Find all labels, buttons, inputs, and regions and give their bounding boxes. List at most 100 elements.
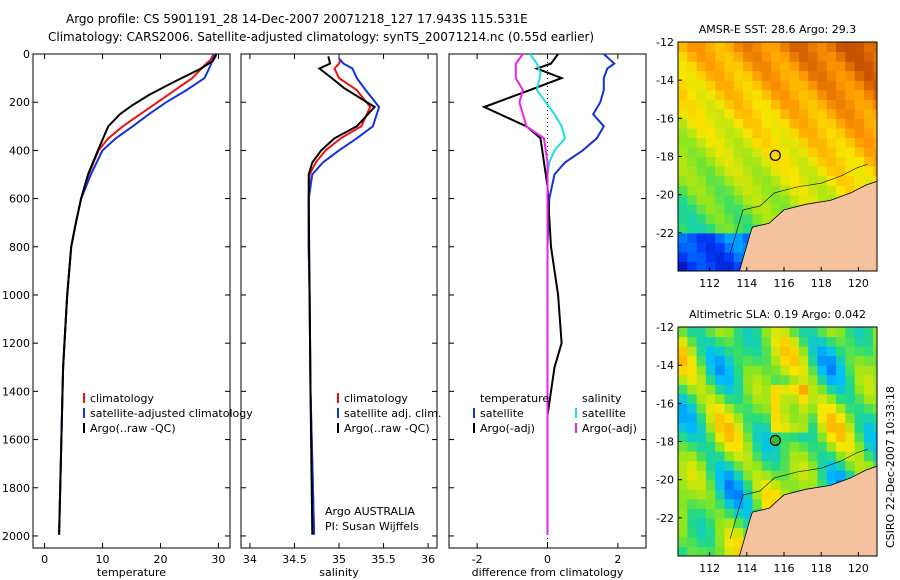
map-cell bbox=[715, 242, 726, 253]
map-cell bbox=[836, 412, 846, 424]
map-cell bbox=[789, 336, 800, 347]
map-cell bbox=[780, 166, 791, 177]
map-cell bbox=[854, 374, 865, 385]
map-cell bbox=[780, 451, 791, 462]
map-cell bbox=[733, 498, 744, 509]
map-cell bbox=[733, 441, 744, 452]
map-cell bbox=[873, 61, 877, 72]
map-cell bbox=[752, 146, 763, 158]
map-cell bbox=[733, 517, 744, 528]
map-cell bbox=[798, 355, 809, 366]
map-cell bbox=[696, 517, 707, 528]
map-cell bbox=[715, 99, 726, 110]
map-cell bbox=[678, 99, 688, 110]
map-cell bbox=[696, 470, 707, 481]
map-cell bbox=[863, 422, 874, 433]
map-cell bbox=[724, 166, 735, 177]
map-cell bbox=[678, 460, 688, 471]
map-cell bbox=[873, 422, 877, 433]
legend-difference-2: Argo(-adj) bbox=[480, 422, 535, 435]
map-cell bbox=[705, 51, 716, 62]
map-cell bbox=[733, 508, 744, 519]
map-cell bbox=[873, 80, 877, 91]
map-cell bbox=[724, 242, 735, 253]
map-cell bbox=[836, 51, 846, 62]
map-cell bbox=[724, 89, 735, 100]
map-cell bbox=[715, 431, 726, 443]
map-cell bbox=[733, 261, 744, 271]
map-cell bbox=[687, 536, 698, 548]
map-cell bbox=[863, 61, 874, 72]
map-cell bbox=[770, 451, 781, 462]
map-x-tick-label: 116 bbox=[774, 562, 795, 575]
map-cell bbox=[845, 185, 856, 196]
map-cell bbox=[761, 422, 772, 433]
map-cell bbox=[687, 422, 698, 433]
map-cell bbox=[854, 127, 865, 139]
map-cell bbox=[743, 127, 753, 139]
argo-position-marker bbox=[769, 149, 781, 162]
map-cell bbox=[808, 42, 819, 53]
map-cell bbox=[752, 498, 763, 509]
map-cell bbox=[845, 346, 856, 357]
map-cell bbox=[780, 346, 791, 357]
map-cell bbox=[715, 137, 726, 148]
map-cell bbox=[761, 213, 772, 224]
map-cell bbox=[696, 185, 707, 196]
map-cell bbox=[733, 355, 744, 366]
map-cell bbox=[808, 185, 819, 196]
map-y-tick-label: -20 bbox=[656, 189, 674, 202]
map-cell bbox=[798, 156, 809, 167]
x-tick-label-salinity: 34 bbox=[243, 553, 257, 566]
map-cell bbox=[798, 336, 809, 347]
map-cell bbox=[789, 412, 800, 424]
map-x-tick-label: 120 bbox=[848, 562, 869, 575]
map-cell bbox=[733, 137, 744, 148]
map-cell bbox=[752, 99, 763, 110]
map-cell bbox=[724, 213, 735, 224]
map-cell bbox=[687, 393, 698, 404]
map-cell bbox=[678, 422, 688, 433]
map-title-sla: Altimetric SLA: 0.19 Argo: 0.042 bbox=[689, 308, 866, 321]
map-cell bbox=[845, 175, 856, 186]
map-cell bbox=[826, 374, 837, 385]
map-cell bbox=[808, 194, 819, 205]
map-cell bbox=[826, 346, 837, 357]
map-cell bbox=[761, 70, 772, 81]
map-cell bbox=[724, 384, 735, 395]
map-cell bbox=[724, 185, 735, 196]
x-tick-label-temperature: 30 bbox=[211, 553, 225, 566]
map-cell bbox=[705, 118, 716, 129]
map-cell bbox=[808, 460, 819, 471]
map-cell bbox=[770, 42, 781, 53]
map-cell bbox=[770, 108, 781, 119]
map-cell bbox=[687, 508, 698, 519]
map-cell bbox=[687, 42, 698, 53]
map-cell bbox=[705, 232, 716, 243]
map-cell bbox=[743, 470, 753, 481]
map-cell bbox=[789, 61, 800, 72]
map-cell bbox=[705, 327, 716, 338]
map-cell bbox=[780, 108, 791, 119]
map-cell bbox=[715, 460, 726, 471]
map-cell bbox=[836, 346, 846, 357]
map-cell bbox=[770, 479, 781, 490]
map-cell bbox=[752, 118, 763, 129]
map-cell bbox=[798, 127, 809, 139]
map-cell bbox=[780, 89, 791, 100]
map-cell bbox=[743, 42, 753, 53]
map-cell bbox=[761, 451, 772, 462]
map-cell bbox=[826, 460, 837, 471]
map-cell bbox=[743, 498, 753, 509]
map-cell bbox=[724, 508, 735, 519]
map-cell bbox=[761, 327, 772, 338]
map-cell bbox=[798, 185, 809, 196]
header-line1: Argo profile: CS 5901191_28 14-Dec-2007 … bbox=[66, 12, 528, 26]
map-cell bbox=[780, 431, 791, 443]
map-cell bbox=[696, 80, 707, 91]
map-cell bbox=[789, 166, 800, 177]
shelf-contour bbox=[729, 448, 868, 539]
map-cell bbox=[743, 460, 753, 471]
map-cell bbox=[743, 232, 753, 243]
map-cell bbox=[798, 460, 809, 471]
